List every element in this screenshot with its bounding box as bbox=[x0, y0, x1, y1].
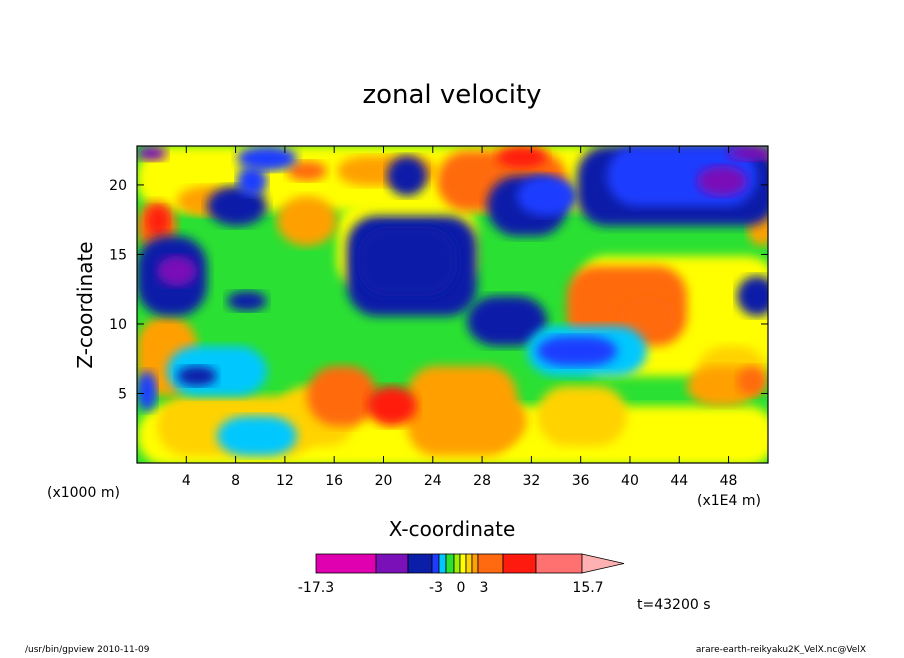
contour-patch bbox=[737, 276, 768, 316]
x-axis-label: X-coordinate bbox=[389, 517, 516, 541]
contour-patch bbox=[497, 146, 547, 168]
contour-patch bbox=[307, 366, 377, 426]
x-tick-label: 44 bbox=[670, 473, 688, 489]
y-tick-label: 15 bbox=[109, 247, 127, 263]
contour-patch bbox=[727, 146, 768, 161]
x-tick-label: 4 bbox=[182, 473, 191, 489]
y-axis-ticks: 5 10 15 20 bbox=[109, 178, 768, 402]
contour-patch bbox=[737, 366, 767, 396]
x-tick-label: 16 bbox=[325, 473, 343, 489]
contour-patch bbox=[217, 416, 297, 456]
contour-patch bbox=[517, 176, 577, 216]
colorbar-min-label: -17.3 bbox=[298, 580, 334, 596]
y-tick-label: 5 bbox=[118, 386, 127, 402]
x-axis-ticks: 4 8 12 16 20 24 28 32 36 40 44 48 bbox=[182, 146, 738, 489]
x-tick-label: 8 bbox=[231, 473, 240, 489]
contour-patch bbox=[277, 196, 337, 246]
contour-patch bbox=[147, 206, 169, 236]
x-tick-label: 48 bbox=[720, 473, 738, 489]
contour-patch bbox=[617, 296, 677, 336]
contour-patch bbox=[287, 161, 327, 181]
chart-title: zonal velocity bbox=[362, 80, 541, 110]
footer-right: arare-earth-reikyaku2K_VelX.nc@VelX bbox=[696, 645, 866, 654]
contour-patch bbox=[697, 166, 747, 196]
plot-frame bbox=[136, 145, 769, 464]
colorbar-segment bbox=[438, 553, 447, 574]
colorbar-arrow bbox=[581, 553, 625, 574]
contour-patch bbox=[137, 146, 167, 161]
contour-patch bbox=[367, 386, 417, 426]
x-unit-left: (x1000 m) bbox=[47, 485, 120, 501]
colorbar bbox=[315, 553, 625, 574]
colorbar-segment bbox=[407, 553, 433, 574]
contour-patch bbox=[237, 146, 297, 171]
contour-patch bbox=[177, 366, 217, 386]
contour-patch bbox=[237, 166, 267, 196]
contour-patch bbox=[227, 291, 267, 311]
x-tick-label: 36 bbox=[572, 473, 590, 489]
colorbar-segment bbox=[502, 553, 537, 574]
contour-patch bbox=[537, 386, 627, 446]
colorbar-segment bbox=[315, 553, 377, 574]
x-tick-label: 24 bbox=[424, 473, 442, 489]
colorbar-max-label: 15.7 bbox=[572, 580, 603, 596]
colorbar-segment bbox=[375, 553, 409, 574]
x-tick-label: 40 bbox=[621, 473, 639, 489]
colorbar-segment bbox=[431, 553, 440, 574]
colorbar-mid-label-neg3: -3 bbox=[429, 580, 443, 596]
colorbar-segment bbox=[471, 553, 479, 574]
footer-left: /usr/bin/gpview 2010-11-09 bbox=[25, 645, 150, 654]
colorbar-segment bbox=[445, 553, 455, 574]
x-unit-right: (x1E4 m) bbox=[697, 493, 761, 509]
y-tick-label: 20 bbox=[109, 178, 127, 194]
contour-field bbox=[137, 146, 768, 463]
colorbar-mid-label-3: 3 bbox=[480, 580, 489, 596]
contour-patch bbox=[467, 296, 547, 346]
contour-patch bbox=[137, 371, 157, 411]
x-tick-label: 32 bbox=[522, 473, 540, 489]
colorbar-segment bbox=[535, 553, 583, 574]
colorbar-mid-label-0: 0 bbox=[457, 580, 466, 596]
colorbar-segment bbox=[477, 553, 504, 574]
colorbar-segment bbox=[465, 553, 473, 574]
contour-patch bbox=[357, 226, 457, 296]
colorbar-segment bbox=[453, 553, 461, 574]
x-tick-label: 28 bbox=[473, 473, 491, 489]
colorbar-segment bbox=[459, 553, 467, 574]
time-label: t=43200 s bbox=[637, 597, 711, 613]
y-axis-label: Z-coordinate bbox=[73, 241, 97, 368]
contour-patch bbox=[537, 336, 617, 366]
contour-patch bbox=[387, 156, 427, 196]
contour-patch bbox=[147, 326, 177, 366]
contour-patch bbox=[157, 256, 197, 286]
contour-patch bbox=[467, 396, 527, 446]
x-tick-label: 12 bbox=[276, 473, 294, 489]
x-tick-label: 20 bbox=[375, 473, 393, 489]
y-tick-label: 10 bbox=[109, 317, 127, 333]
